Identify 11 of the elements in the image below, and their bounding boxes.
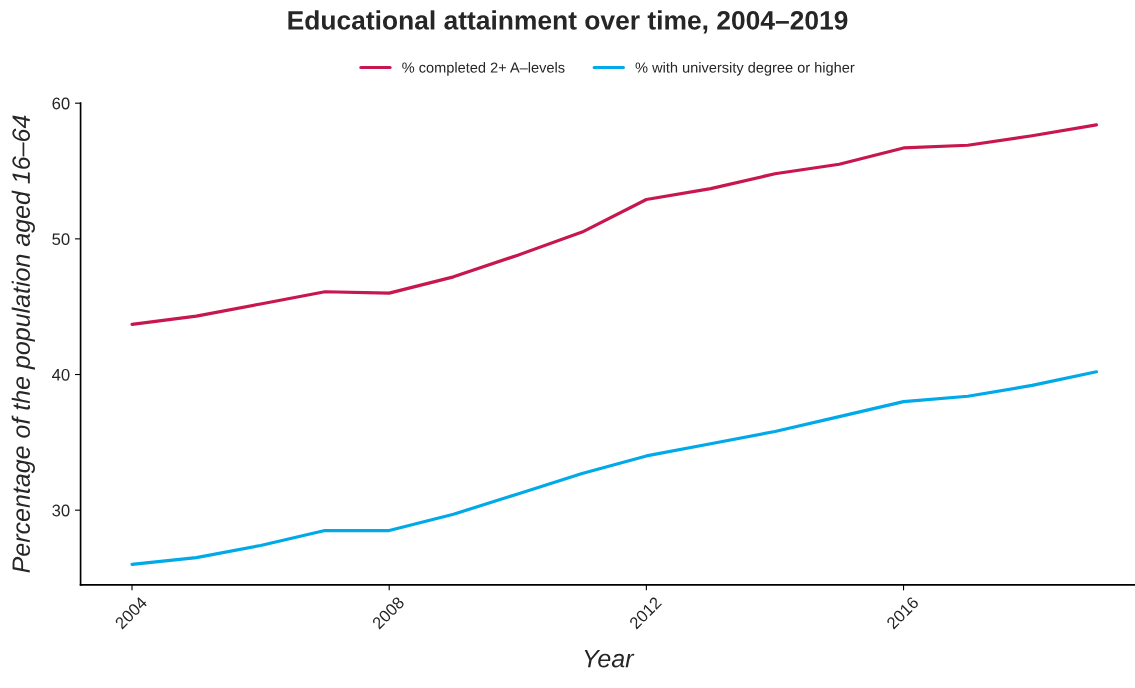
legend-label: % completed 2+ A–levels <box>402 62 565 76</box>
y-axis-title: Percentage of the population aged 16–64 <box>11 115 35 573</box>
chart-title: Educational attainment over time, 2004–2019 <box>288 10 848 34</box>
y-tick-label: 30 <box>52 504 70 517</box>
y-tick-label: 40 <box>52 368 70 381</box>
legend-label: % with university degree or higher <box>635 62 855 76</box>
x-axis-title: Year <box>584 650 635 668</box>
y-tick-label: 50 <box>52 233 70 246</box>
line-series <box>130 123 1099 326</box>
y-tick-label: 60 <box>52 97 70 110</box>
line-series <box>130 370 1099 567</box>
